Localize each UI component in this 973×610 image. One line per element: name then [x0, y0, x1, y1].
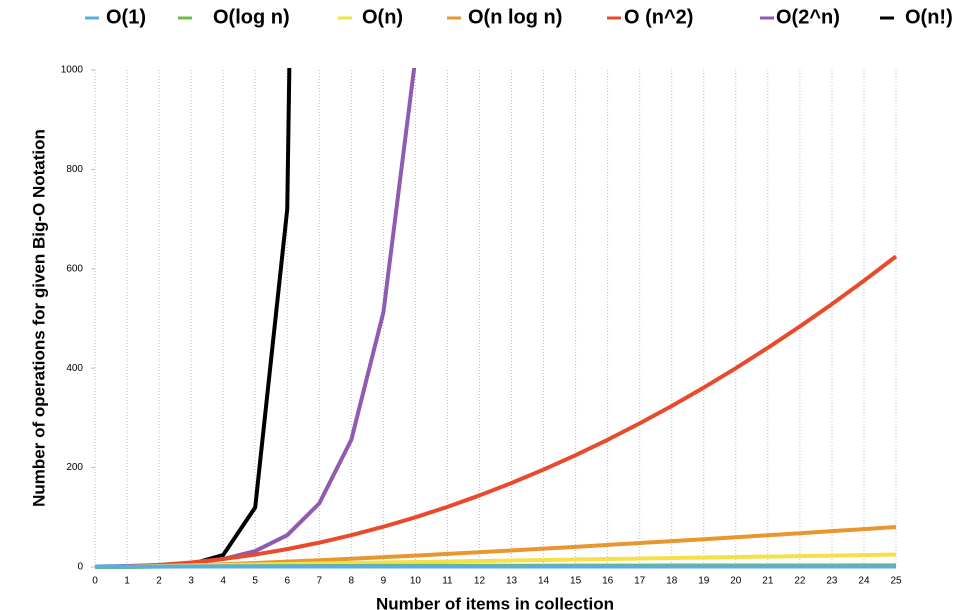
x-tick-label: 1: [124, 576, 130, 587]
x-tick-label: 8: [349, 576, 355, 587]
legend-label: O(n): [362, 6, 403, 28]
x-tick-label: 22: [794, 576, 806, 587]
x-tick-label: 7: [316, 576, 322, 587]
y-tick-label: 1000: [61, 65, 84, 76]
y-tick-label: 600: [66, 263, 83, 274]
grid: [91, 69, 897, 568]
labels: 0 1 2 3 4 5 6 7 8 9 10 11 12 13 14 15 16 17 18 19 20 21 22 23 24…: [61, 6, 953, 586]
legend-label: O(n!): [905, 6, 953, 28]
x-axis-label: Number of items in collection: [376, 594, 614, 610]
y-tick-label: 0: [77, 562, 83, 573]
x-tick-label: 3: [188, 576, 194, 587]
legend-label: O(n log n): [468, 6, 562, 28]
x-tick-label: 14: [538, 576, 550, 587]
series-line: [95, 68, 292, 569]
x-tick-label: 21: [762, 576, 774, 587]
y-axis-label: Number of operations for given Big-O Not…: [29, 129, 48, 507]
x-tick-label: 18: [666, 576, 678, 587]
x-tick-label: 2: [156, 576, 162, 587]
x-tick-label: 24: [858, 576, 870, 587]
x-tick-label: 6: [284, 576, 290, 587]
x-tick-label: 12: [474, 576, 486, 587]
x-tick-label: 16: [602, 576, 614, 587]
x-tick-label: 20: [730, 576, 742, 587]
x-tick-label: 11: [442, 576, 453, 587]
y-tick-label: 200: [66, 462, 83, 473]
y-tick-label: 800: [66, 164, 83, 175]
x-tick-label: 19: [698, 576, 710, 587]
legend-label: O(log n): [213, 6, 290, 28]
legend-label: O(2^n): [776, 6, 840, 28]
plot-area: [94, 68, 898, 569]
x-tick-label: 9: [381, 576, 387, 587]
legend-label: O (n^2): [624, 6, 693, 28]
x-tick-label: 17: [634, 576, 646, 587]
x-tick-label: 0: [92, 576, 98, 587]
y-tick-label: 400: [66, 363, 83, 374]
x-tick-label: 25: [890, 576, 902, 587]
legend-label: O(1): [106, 6, 146, 28]
x-tick-label: 15: [570, 576, 582, 587]
series-line: [94, 254, 898, 569]
x-tick-label: 13: [506, 576, 518, 587]
x-tick-label: 4: [220, 576, 226, 587]
x-tick-label: 5: [252, 576, 258, 587]
x-tick-label: 10: [410, 576, 422, 587]
x-tick-label: 23: [826, 576, 838, 587]
